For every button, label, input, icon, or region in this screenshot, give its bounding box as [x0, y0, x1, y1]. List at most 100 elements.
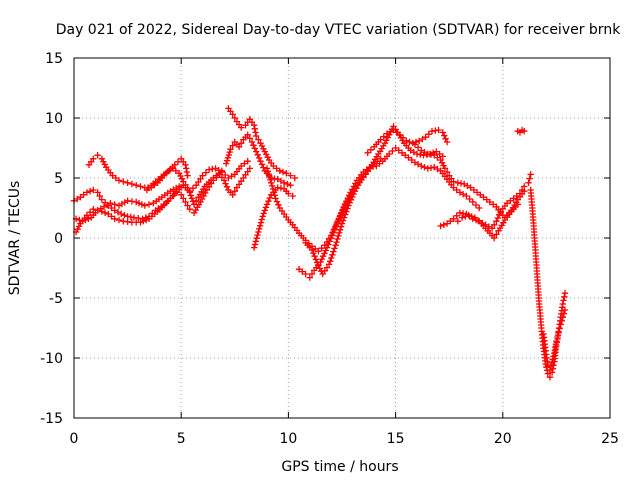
- data-point: [516, 190, 524, 197]
- data-point-trail: [76, 184, 180, 224]
- y-tick-label: 5: [54, 171, 63, 187]
- data-point-trail: [527, 189, 568, 374]
- series-track: [364, 126, 451, 156]
- data-points: [70, 105, 569, 381]
- data-point-trail: [367, 127, 449, 153]
- data-point: [437, 222, 444, 230]
- data-point: [493, 218, 500, 225]
- data-point: [306, 274, 313, 281]
- x-tick-label: 15: [387, 431, 405, 447]
- series-track: [454, 201, 521, 242]
- data-point: [283, 170, 290, 177]
- data-point-trail: [304, 158, 381, 275]
- data-point: [259, 213, 266, 220]
- data-point: [248, 138, 256, 146]
- data-point: [465, 212, 472, 219]
- y-tick-label: 0: [54, 231, 63, 247]
- data-point: [338, 220, 346, 227]
- x-axis-label: GPS time / hours: [281, 459, 398, 475]
- data-point: [244, 158, 251, 165]
- y-tick-label: -15: [40, 411, 63, 427]
- data-point: [255, 228, 262, 236]
- data-point: [250, 244, 258, 251]
- data-point-trail: [414, 144, 526, 219]
- data-point: [548, 359, 556, 366]
- series-track: [514, 126, 528, 136]
- data-point: [287, 172, 294, 179]
- data-point-trail: [462, 203, 519, 239]
- series-track: [302, 155, 384, 278]
- series-track: [72, 183, 183, 225]
- chart-title: Day 021 of 2022, Sidereal Day-to-day VTE…: [56, 22, 621, 38]
- y-axis-label: SDTVAR / TECUs: [7, 181, 23, 296]
- data-point: [441, 165, 449, 172]
- data-point: [98, 155, 106, 162]
- data-point: [253, 132, 260, 140]
- data-point: [559, 314, 566, 321]
- data-point: [261, 148, 268, 155]
- data-point: [268, 179, 275, 186]
- data-point: [443, 138, 451, 146]
- data-point: [471, 214, 479, 221]
- data-point: [175, 170, 183, 177]
- axis-ticks: 0 5 10 15 20 25 -15 -10 -5 0 5 10 15: [40, 51, 619, 447]
- data-point: [178, 191, 185, 198]
- data-point: [94, 189, 101, 196]
- x-tick-label: 25: [601, 431, 619, 447]
- data-point: [469, 198, 476, 206]
- data-point-trail: [540, 310, 568, 370]
- data-point: [336, 213, 344, 220]
- data-point: [525, 179, 532, 186]
- x-tick-label: 0: [70, 431, 79, 447]
- data-point: [527, 171, 534, 178]
- data-point: [323, 244, 331, 251]
- data-point: [463, 192, 470, 200]
- data-point: [403, 137, 410, 144]
- data-point: [521, 183, 528, 190]
- y-tick-label: 10: [45, 111, 63, 127]
- data-point: [272, 195, 279, 202]
- data-point: [315, 262, 322, 269]
- x-tick-label: 5: [177, 431, 186, 447]
- data-point: [476, 204, 483, 212]
- data-point: [302, 270, 309, 278]
- data-point: [94, 152, 101, 159]
- data-point: [332, 242, 339, 249]
- y-tick-label: -10: [40, 351, 63, 367]
- series-track: [143, 158, 251, 195]
- data-point: [98, 208, 106, 215]
- data-point: [184, 172, 191, 179]
- data-point: [182, 198, 189, 206]
- data-point: [345, 202, 352, 209]
- series-track: [250, 184, 296, 251]
- data-point: [141, 202, 148, 209]
- data-point: [544, 370, 551, 377]
- data-point: [561, 306, 569, 314]
- data-point: [289, 192, 296, 200]
- data-point: [223, 160, 230, 167]
- data-point: [90, 186, 97, 194]
- series-track: [72, 167, 226, 236]
- series-track: [411, 141, 528, 221]
- data-point: [263, 165, 271, 172]
- series-track: [540, 306, 569, 374]
- data-point: [458, 214, 466, 221]
- data-point: [433, 148, 440, 155]
- data-point: [521, 128, 528, 135]
- data-point: [227, 146, 234, 153]
- data-point: [190, 201, 198, 208]
- data-point: [257, 158, 264, 165]
- data-point: [546, 366, 554, 374]
- data-point: [83, 189, 91, 196]
- data-point: [263, 201, 271, 208]
- data-point: [98, 196, 106, 203]
- x-tick-label: 20: [494, 431, 512, 447]
- data-point: [411, 141, 419, 148]
- data-point: [291, 174, 298, 182]
- data-point: [253, 148, 260, 155]
- data-point-trail: [145, 160, 248, 192]
- data-point: [287, 182, 294, 189]
- data-point: [233, 184, 241, 191]
- series-track: [225, 105, 298, 182]
